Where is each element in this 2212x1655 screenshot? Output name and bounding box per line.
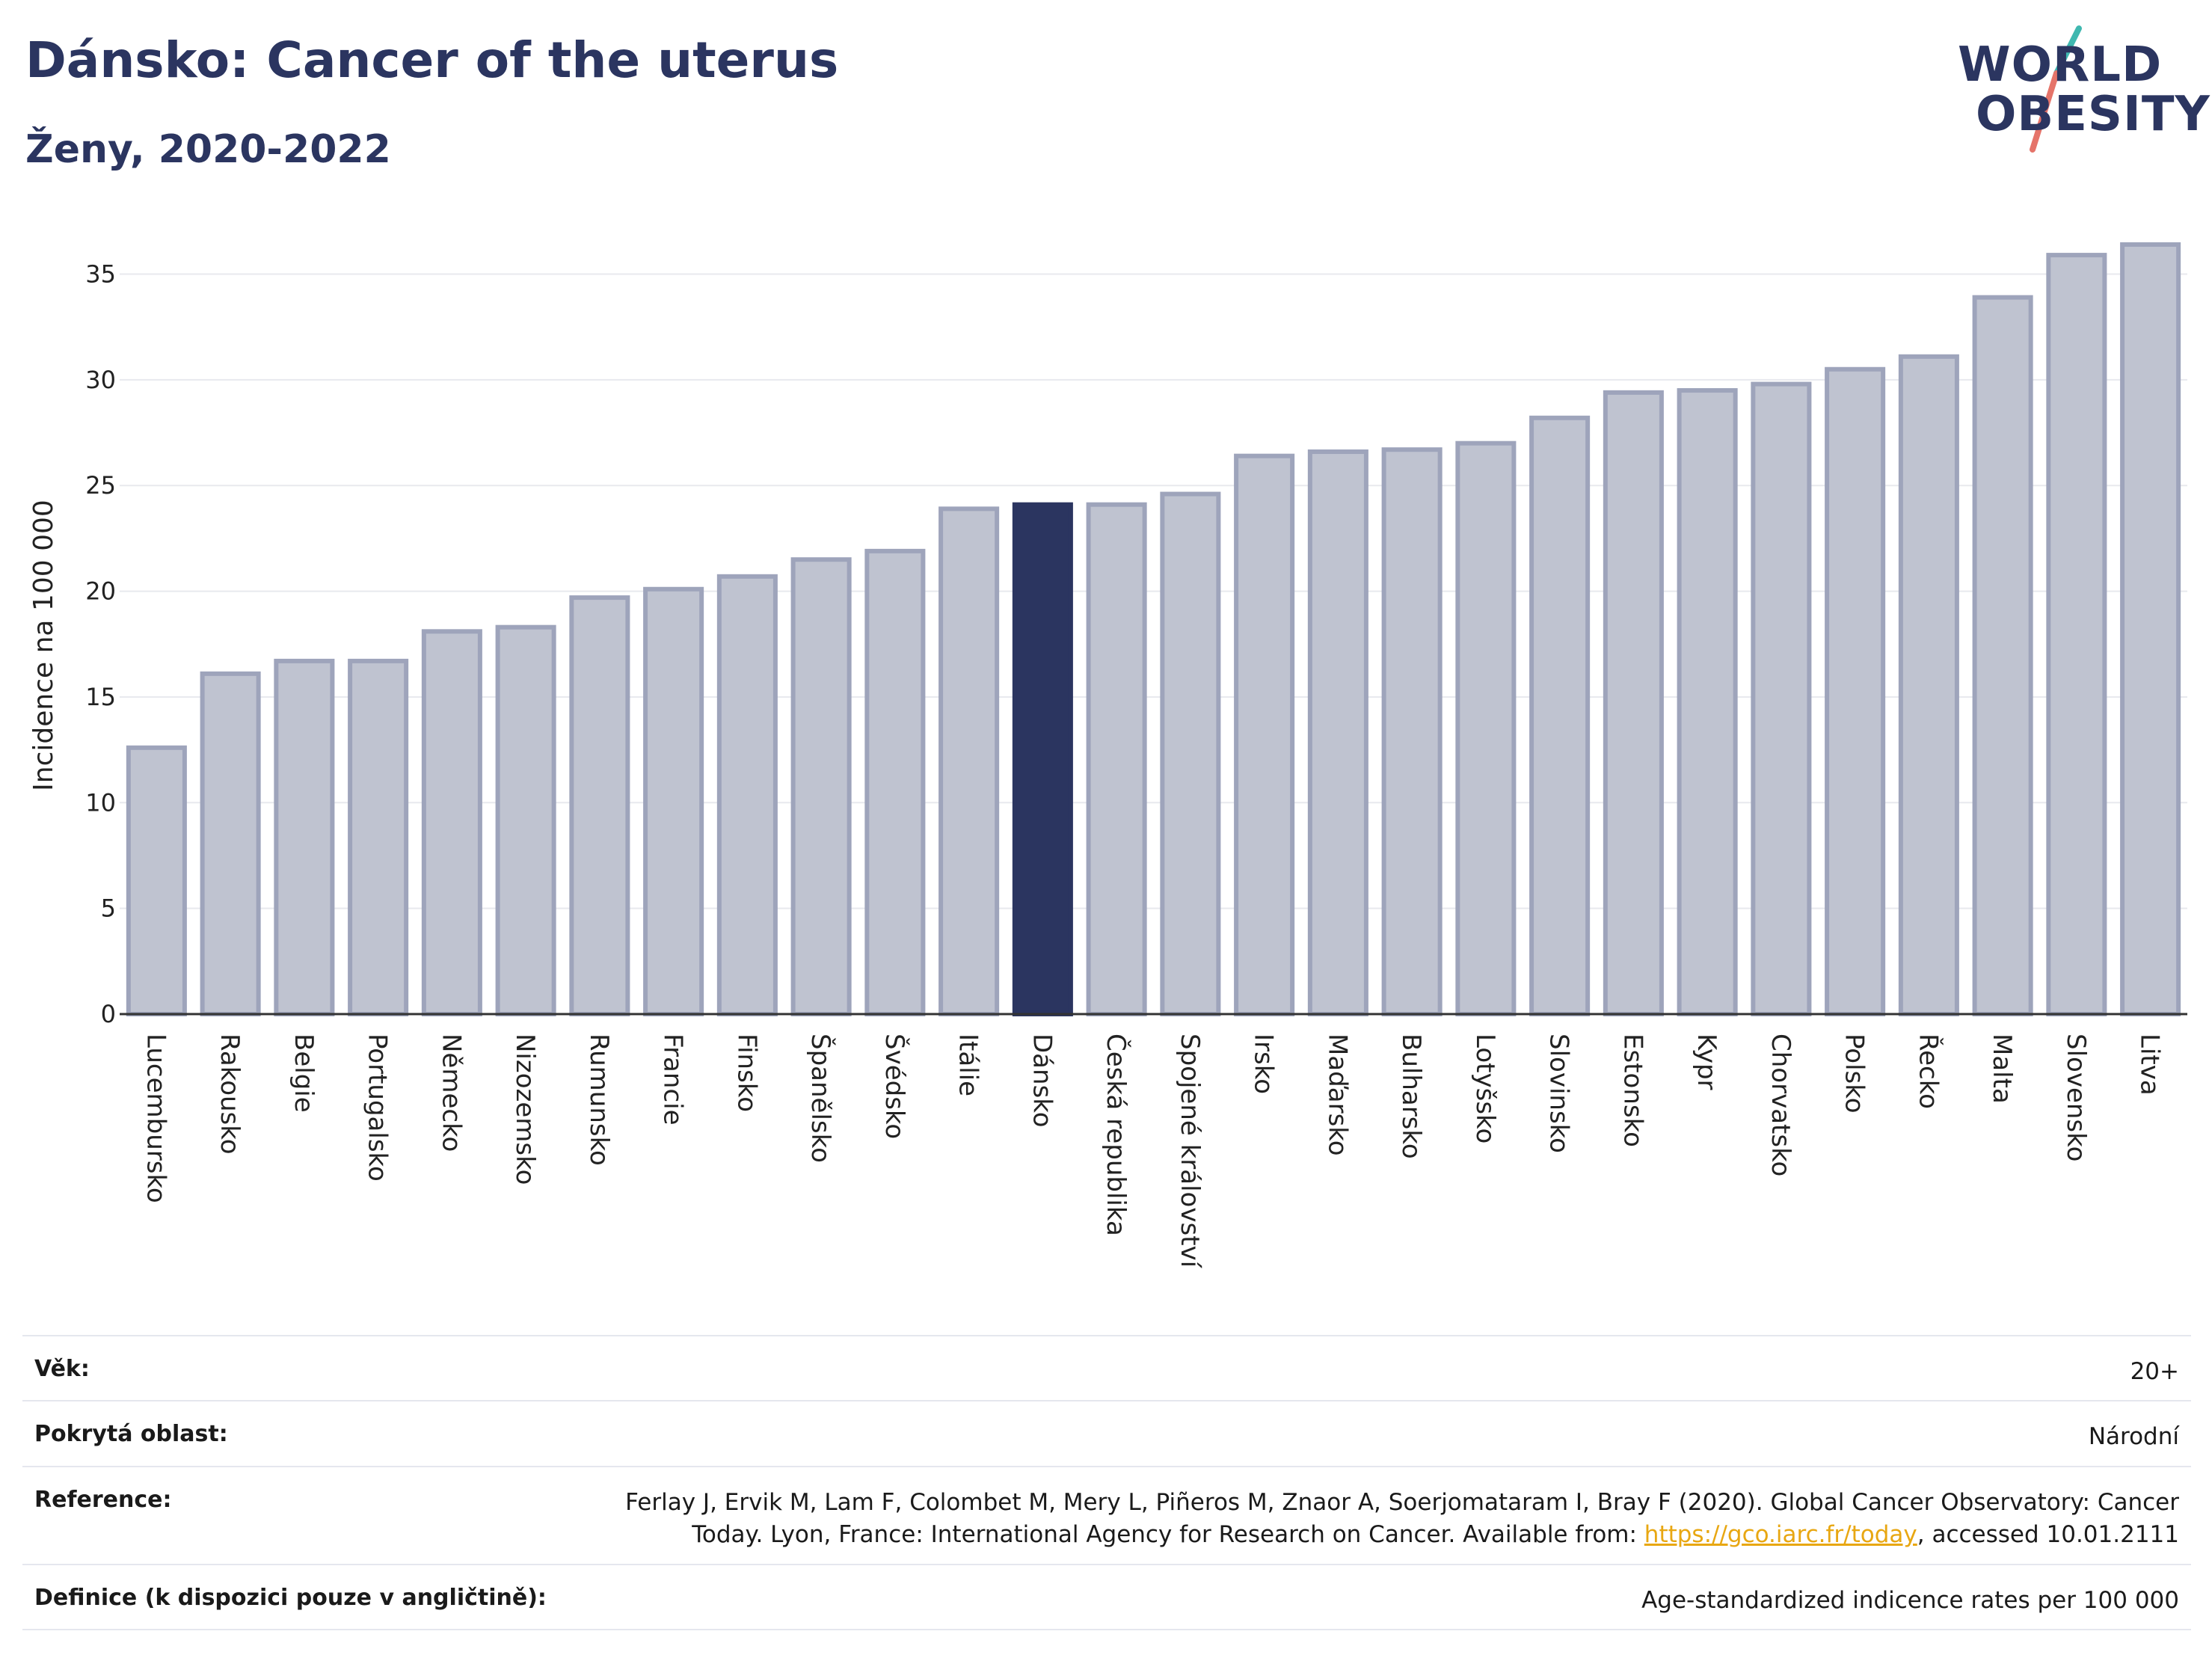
x-tick-label: Rumunsko — [584, 1034, 614, 1166]
age-value: 20+ — [2130, 1358, 2179, 1385]
reference-value: Ferlay J, Ervik M, Lam F, Colombet M, Me… — [625, 1487, 2179, 1552]
bar-Maďarsko — [1307, 449, 1368, 1016]
bar-Portugalsko — [348, 658, 409, 1016]
info-row-area: Pokrytá oblast: Národní — [22, 1400, 2191, 1465]
bar-Estonsko — [1603, 390, 1664, 1016]
reference-text-2: Today. Lyon, France: International Agenc… — [692, 1521, 1637, 1549]
definition-label: Definice (k dispozici pouze v angličtině… — [34, 1584, 547, 1611]
x-tick-label: Estonsko — [1617, 1034, 1647, 1147]
bar-Řecko — [1898, 354, 1959, 1016]
x-tick-label: Řecko — [1913, 1034, 1944, 1109]
definition-value: Age-standardized indicence rates per 100… — [1641, 1586, 2179, 1614]
x-tick-label: Česká republika — [1101, 1034, 1131, 1236]
reference-link[interactable]: https://gco.iarc.fr/today — [1644, 1521, 1917, 1549]
world-obesity-logo[interactable]: WORLD OBESITY — [1944, 22, 2210, 157]
y-tick-label: 35 — [85, 260, 116, 289]
info-table: Věk: 20+ Pokrytá oblast: Národní Referen… — [22, 1335, 2191, 1630]
bar-Dánsko — [1012, 502, 1073, 1017]
bar-Slovensko — [2046, 253, 2107, 1017]
y-tick-label: 10 — [85, 788, 116, 817]
x-tick-label: Finsko — [731, 1034, 761, 1112]
chart-subtitle: Ženy, 2020-2022 — [25, 127, 391, 172]
bar-Polsko — [1825, 366, 1886, 1016]
x-tick-label: Německo — [436, 1034, 466, 1152]
bar-Španělsko — [790, 557, 852, 1016]
bar-Nizozemsko — [495, 624, 556, 1016]
bar-Francie — [643, 586, 704, 1016]
x-tick-label: Švédsko — [879, 1034, 910, 1139]
x-tick-label: Litva — [2135, 1034, 2165, 1096]
reference-label: Reference: — [34, 1486, 172, 1513]
area-value: Národní — [2088, 1423, 2179, 1451]
chart-title: Dánsko: Cancer of the uterus — [25, 31, 839, 89]
bar-Švédsko — [864, 548, 926, 1016]
bar-Chorvatsko — [1751, 381, 1812, 1016]
bar-Kypr — [1677, 388, 1738, 1016]
bar-Bulharsko — [1381, 447, 1443, 1016]
info-row-age: Věk: 20+ — [22, 1335, 2191, 1400]
x-tick-label: Lotyšsko — [1470, 1034, 1500, 1143]
bar-Česká republika — [1086, 502, 1147, 1017]
y-axis-label: Incidence na 100 000 — [28, 500, 59, 791]
bar-Litva — [2120, 242, 2181, 1017]
x-tick-label: Irsko — [1249, 1034, 1279, 1094]
bar-Spojené království — [1160, 491, 1221, 1017]
area-label: Pokrytá oblast: — [34, 1421, 228, 1448]
bar-Slovinsko — [1529, 415, 1591, 1016]
x-tick-label: Slovinsko — [1544, 1034, 1574, 1153]
bar-Rakousko — [200, 671, 261, 1016]
reference-text-3: , accessed 10.01.2111 — [1917, 1521, 2179, 1549]
x-tick-label: Malta — [1987, 1034, 2017, 1104]
x-tick-label: Nizozemsko — [510, 1034, 540, 1185]
reference-text-1: Ferlay J, Ervik M, Lam F, Colombet M, Me… — [625, 1488, 2179, 1516]
x-tick-label: Rakousko — [215, 1034, 245, 1155]
x-tick-label: Bulharsko — [1396, 1034, 1426, 1159]
y-tick-label: 20 — [85, 577, 116, 606]
logo-word-obesity: OBESITY — [1976, 87, 2211, 142]
x-tick-label: Maďarsko — [1322, 1034, 1352, 1156]
x-tick-label: Slovensko — [2061, 1034, 2091, 1161]
bar-Rumunsko — [569, 595, 630, 1016]
info-row-reference: Reference: Ferlay J, Ervik M, Lam F, Col… — [22, 1465, 2191, 1564]
bar-Malta — [1972, 295, 2033, 1017]
age-label: Věk: — [34, 1356, 90, 1382]
x-tick-label: Francie — [658, 1034, 688, 1126]
info-row-definition: Definice (k dispozici pouze v angličtině… — [22, 1563, 2191, 1630]
y-tick-label: 5 — [101, 894, 116, 923]
x-tick-label: Spojené království — [1175, 1034, 1205, 1269]
bar-Itálie — [938, 506, 1000, 1017]
bar-Finsko — [716, 574, 778, 1016]
x-tick-label: Španělsko — [805, 1034, 836, 1163]
y-tick-label: 0 — [101, 1000, 116, 1028]
x-tick-label: Portugalsko — [363, 1034, 393, 1182]
logo-word-world: WORLD — [1958, 37, 2163, 93]
x-tick-label: Lucembursko — [141, 1034, 170, 1203]
logo-slash-icon — [2030, 25, 2082, 153]
y-tick-label: 15 — [85, 683, 116, 711]
y-tick-label: 30 — [85, 366, 116, 394]
x-tick-label: Chorvatsko — [1766, 1034, 1795, 1176]
x-tick-label: Itálie — [953, 1034, 983, 1096]
bar-Německo — [421, 629, 482, 1016]
x-tick-label: Polsko — [1840, 1034, 1870, 1114]
y-tick-label: 25 — [85, 471, 116, 500]
x-tick-label: Dánsko — [1027, 1034, 1057, 1128]
x-tick-label: Kypr — [1692, 1034, 1721, 1090]
x-tick-label: Belgie — [289, 1034, 319, 1113]
bar-Belgie — [274, 658, 335, 1016]
bar-Irsko — [1234, 453, 1295, 1016]
bar-Lotyšsko — [1455, 440, 1517, 1016]
bar-chart: 0 5 10 15 20 25 30 35 Incidence na 100 000 Lucemb… — [28, 242, 2187, 1269]
bar-Lucembursko — [126, 745, 187, 1017]
